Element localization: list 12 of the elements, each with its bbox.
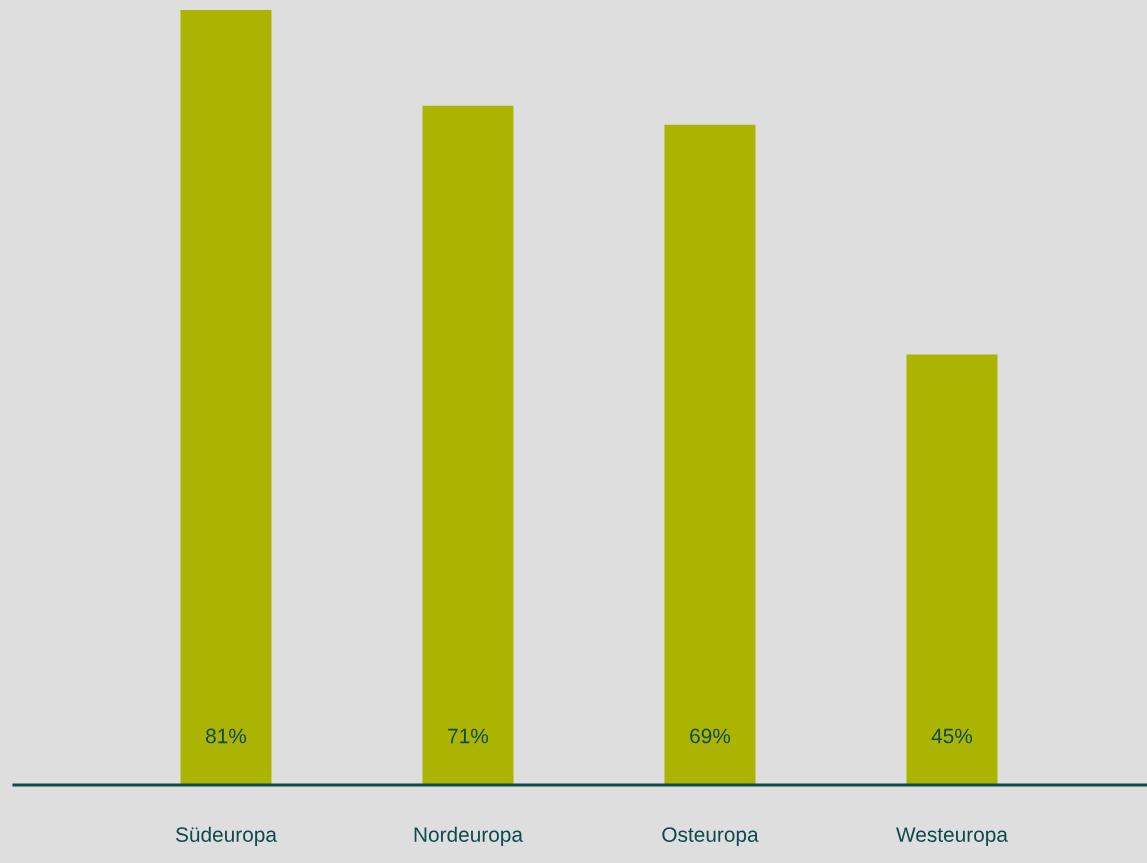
x-tick-label: Südeuropa: [175, 826, 277, 847]
bar: [180, 10, 272, 785]
bar: [906, 354, 998, 785]
x-tick-label: Nordeuropa: [414, 826, 523, 847]
data-label: 69%: [690, 728, 731, 744]
x-tick-label: Osteuropa: [662, 827, 759, 847]
x-tick-label: Westeuropa: [896, 827, 1008, 847]
bar: [422, 105, 514, 785]
data-label: 81%: [206, 728, 247, 744]
data-label: 45%: [931, 728, 973, 744]
bar: [664, 124, 756, 785]
data-label: 71%: [448, 728, 489, 744]
